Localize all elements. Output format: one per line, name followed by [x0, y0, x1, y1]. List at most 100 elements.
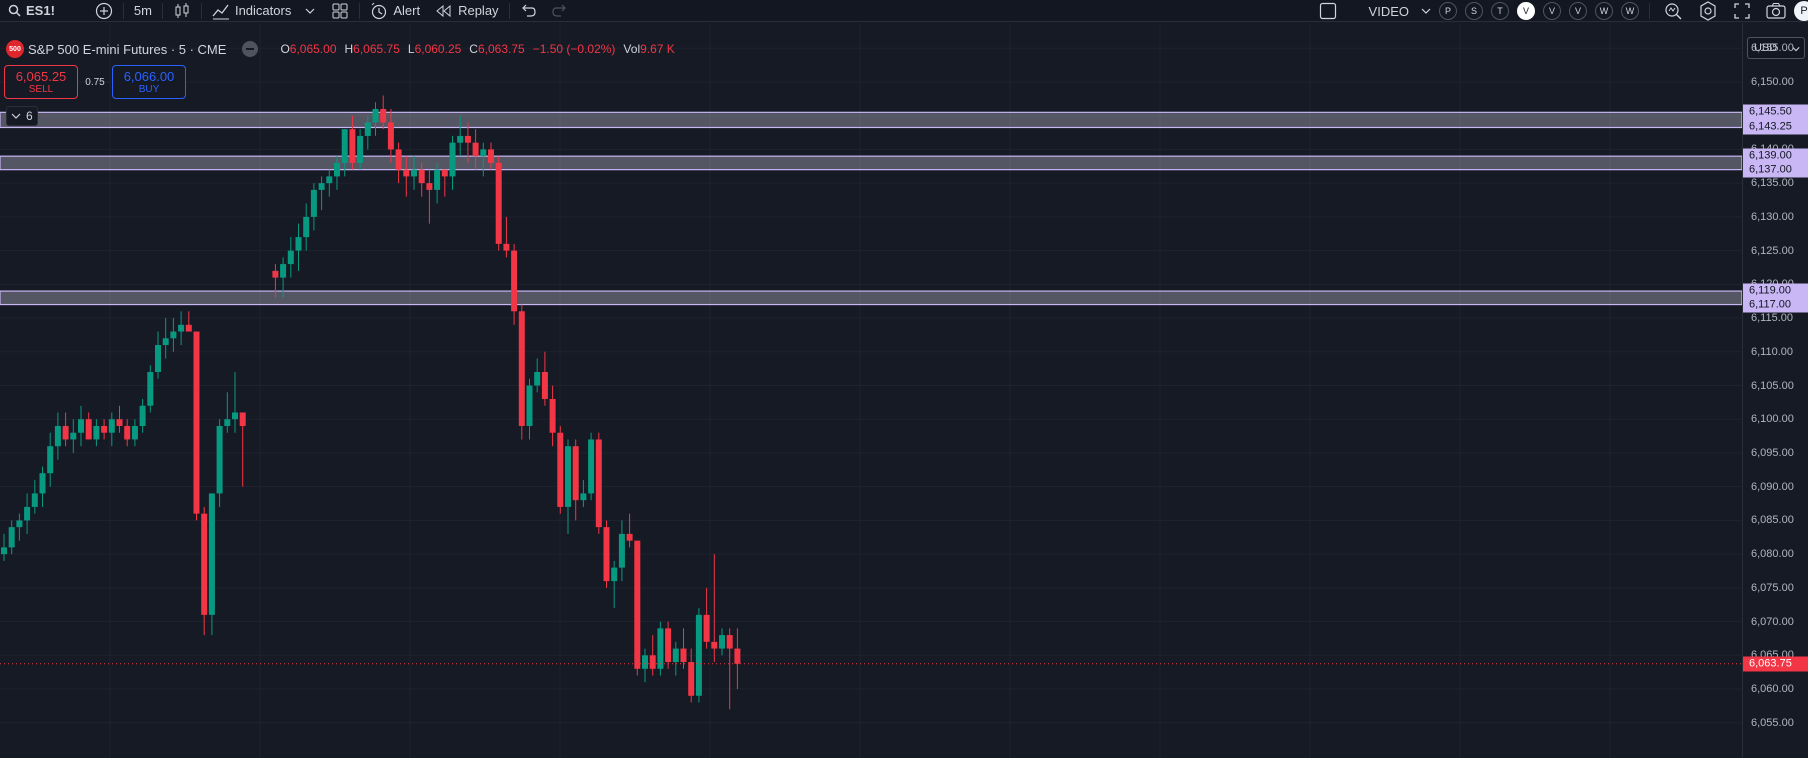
- gear-icon: [1700, 1, 1716, 21]
- candles-icon: [175, 2, 189, 18]
- letter-button-5[interactable]: V: [1569, 2, 1587, 20]
- buy-button[interactable]: 6,066.00 BUY: [112, 65, 186, 99]
- candle-body: [24, 506, 31, 521]
- candle-body: [395, 149, 402, 170]
- layouts-button[interactable]: [323, 0, 357, 22]
- snapshot-button[interactable]: [1758, 0, 1794, 22]
- video-toggle[interactable]: [1311, 0, 1345, 22]
- toolbar-divider: [200, 2, 202, 19]
- candle-body: [1, 547, 7, 555]
- chart-type-button[interactable]: [165, 0, 199, 22]
- candle-body: [108, 419, 115, 433]
- candlestick-chart[interactable]: [0, 23, 1742, 758]
- price-tick-label: 6,080.00: [1751, 548, 1794, 561]
- letter-button-1[interactable]: S: [1465, 2, 1483, 20]
- letter-button-4[interactable]: V: [1543, 2, 1561, 20]
- symbol-search[interactable]: ES1!: [0, 0, 63, 22]
- candle-body: [588, 439, 595, 494]
- currency-select[interactable]: USD: [1747, 37, 1805, 59]
- sell-price: 6,065.25: [15, 69, 67, 84]
- candle-body: [208, 493, 215, 615]
- price-tick-label: 6,125.00: [1751, 244, 1794, 257]
- quick-search-button[interactable]: [1656, 0, 1690, 22]
- candle-body: [287, 250, 294, 265]
- avatar[interactable]: P: [1794, 1, 1808, 21]
- chevron-down-icon[interactable]: [305, 6, 315, 16]
- letter-button-0[interactable]: P: [1439, 2, 1457, 20]
- candle-body: [124, 425, 131, 440]
- candle-body: [224, 419, 231, 426]
- candle-body: [272, 270, 279, 278]
- zone-price-label: 6,145.50: [1743, 104, 1808, 120]
- candle-body: [139, 405, 146, 426]
- toolbar-divider: [1649, 3, 1650, 19]
- undo-button[interactable]: [512, 0, 544, 22]
- price-tick-label: 6,075.00: [1751, 581, 1794, 594]
- letter-button-2[interactable]: T: [1491, 2, 1509, 20]
- candle-body: [101, 425, 108, 433]
- symbol-legend: 500 S&P 500 E-mini Futures · 5 · CME O 6,…: [6, 38, 675, 60]
- letter-button-6[interactable]: W: [1595, 2, 1613, 20]
- candle-body: [526, 385, 533, 426]
- candle-body: [703, 614, 710, 642]
- zoom-icon: [1665, 3, 1682, 20]
- hide-legend-icon[interactable]: [242, 41, 259, 57]
- letter-button-7[interactable]: W: [1621, 2, 1639, 20]
- fullscreen-icon: [1734, 3, 1750, 19]
- candle-body: [54, 425, 61, 447]
- video-dropdown[interactable]: [1417, 0, 1435, 22]
- candle-body: [193, 331, 200, 514]
- candle-body: [372, 108, 379, 123]
- video-label: VIDEO: [1368, 3, 1409, 19]
- indicators-collapse-button[interactable]: 6: [6, 106, 38, 126]
- search-icon: [8, 4, 21, 17]
- candle-body: [565, 446, 571, 507]
- sell-button[interactable]: 6,065.25 SELL: [4, 65, 78, 99]
- replay-button[interactable]: Replay: [428, 0, 506, 22]
- settings-button[interactable]: [1690, 0, 1726, 22]
- volume-key: Vol: [623, 42, 641, 56]
- indicators-button[interactable]: Indicators: [204, 0, 323, 22]
- interval-button[interactable]: 5m: [133, 3, 152, 18]
- candle-body: [131, 425, 138, 440]
- chevron-down-icon: [1792, 47, 1800, 52]
- candle-body: [657, 628, 664, 669]
- candle-body: [349, 129, 356, 163]
- redo-button[interactable]: [544, 0, 576, 22]
- candle-body: [626, 533, 633, 541]
- buy-label: BUY: [138, 84, 160, 95]
- candle-body: [85, 419, 92, 440]
- candle-body: [680, 648, 687, 663]
- candle-body: [39, 473, 46, 494]
- price-tick-label: 6,070.00: [1751, 615, 1794, 628]
- candle-body: [634, 540, 641, 669]
- candle-body: [387, 122, 394, 150]
- rewind-icon: [436, 4, 451, 17]
- symbol-title[interactable]: S&P 500 E-mini Futures · 5 · CME: [28, 41, 227, 57]
- chevron-down-icon: [1421, 8, 1431, 14]
- toolbar-divider: [122, 2, 124, 19]
- alert-button[interactable]: Alert: [362, 0, 428, 22]
- candle-body: [31, 493, 38, 507]
- candle-body: [457, 135, 464, 143]
- close-value: 6,063.75: [477, 42, 525, 56]
- change-value: −1.50 (−0.02%): [532, 42, 616, 56]
- candle-body: [595, 439, 602, 528]
- price-tick-label: 6,095.00: [1751, 446, 1794, 459]
- redo-icon: [551, 4, 566, 17]
- letter-button-3[interactable]: V: [1517, 2, 1535, 20]
- candle-body: [239, 412, 246, 426]
- candle-body: [719, 635, 725, 649]
- price-axis[interactable]: USD 6,155.006,150.006,145.006,140.006,13…: [1742, 23, 1808, 758]
- candle-body: [603, 527, 610, 582]
- exchange-logo: 500: [6, 40, 24, 58]
- fullscreen-button[interactable]: [1726, 0, 1758, 22]
- candle-body: [642, 655, 648, 669]
- checkbox-icon: [1319, 2, 1336, 20]
- candle-body: [695, 614, 702, 696]
- compare-button[interactable]: [87, 0, 121, 22]
- candle-body: [357, 135, 364, 163]
- candle-body: [426, 183, 433, 190]
